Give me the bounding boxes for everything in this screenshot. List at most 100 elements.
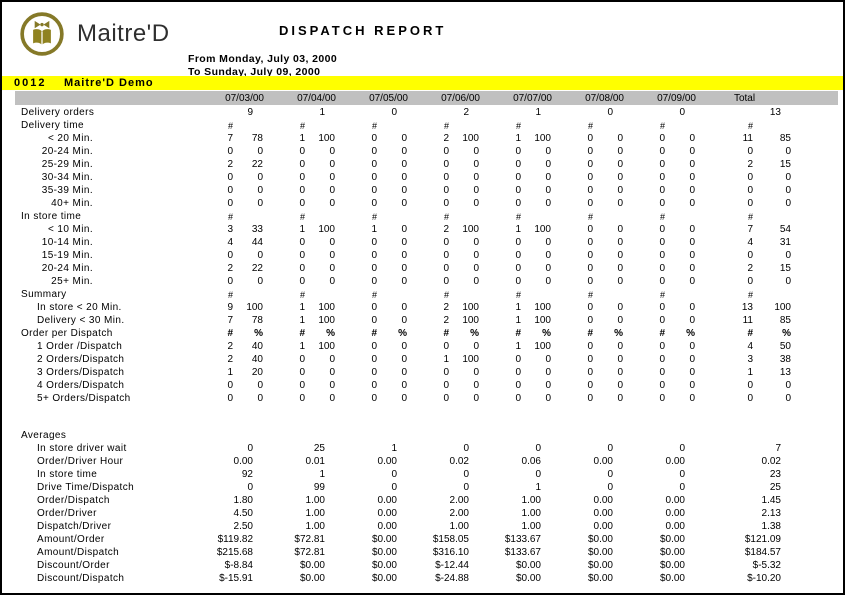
row-label-text: 20-24 Min.: [41, 146, 93, 157]
row-label: 20-24 Min.: [15, 144, 193, 157]
value-cell: 0: [463, 443, 469, 454]
percent-cell: 0: [689, 380, 695, 391]
table-row: In store < 20 Min. 9 100 1 100 0 0 2 100 1 100 0 0 0 0…: [15, 300, 838, 313]
count-cell: 0: [659, 133, 665, 144]
count-cell: 0: [227, 393, 233, 404]
percent-cell: 0: [401, 224, 407, 235]
value-cell: $-10.20: [747, 573, 781, 584]
value-cell: 0.00: [593, 456, 613, 467]
filler-cell: [793, 144, 838, 157]
value-cell: $0.00: [515, 560, 541, 571]
value-cell: $0.00: [659, 534, 685, 545]
percent-cell: 0: [785, 276, 791, 287]
percent-cell: 0: [617, 367, 623, 378]
value-cell: 2.00: [449, 495, 469, 506]
column-header-date: 07/07/00: [481, 91, 553, 105]
filler-cell: [793, 467, 838, 480]
filler-cell: [793, 196, 838, 209]
count-cell: 0: [443, 198, 449, 209]
count-cell: 7: [227, 315, 233, 326]
maitred-waiter-book-icon: [20, 12, 64, 56]
count-cell: 0: [299, 146, 305, 157]
value-cell: $0.00: [371, 560, 397, 571]
percent-cell: 0: [473, 250, 479, 261]
value-cell: 0: [679, 482, 685, 493]
count-cell: 0: [371, 393, 377, 404]
empty-cell: [193, 428, 265, 441]
value-cell: 0: [679, 443, 685, 454]
value-cell: 1: [319, 469, 325, 480]
value-cell: 2.00: [449, 508, 469, 519]
percent-cell: 0: [689, 198, 695, 209]
value-cell: $-12.44: [435, 560, 469, 571]
count-cell: 0: [747, 276, 753, 287]
filler-cell: [793, 170, 838, 183]
value-cell: $0.00: [515, 573, 541, 584]
value-cell: 0.00: [377, 495, 397, 506]
hash-symbol: #: [515, 328, 521, 339]
count-cell: 0: [587, 237, 593, 248]
table-row: In store time # # # # # # # #: [15, 209, 838, 222]
store-bar: 0012 Maitre'D Demo: [2, 76, 843, 90]
percent-cell: 100: [318, 302, 335, 313]
count-cell: 1: [515, 133, 521, 144]
percent-cell: 100: [246, 302, 263, 313]
percent-cell: 0: [401, 276, 407, 287]
empty-cell: [235, 287, 265, 300]
filler-cell: [793, 352, 838, 365]
empty-cell: [337, 428, 409, 441]
percent-cell: 100: [462, 224, 479, 235]
table-row: Amount/Dispatch $215.68 $72.81 $0.00 $316.10…: [15, 545, 838, 558]
value-cell: $0.00: [659, 560, 685, 571]
count-cell: 0: [371, 250, 377, 261]
value-cell: 2: [463, 107, 469, 118]
hash-symbol: #: [371, 290, 377, 300]
percent-cell: 0: [545, 146, 551, 157]
count-cell: 0: [515, 276, 521, 287]
percent-cell: 0: [545, 393, 551, 404]
table-row: Order/Dispatch 1.80 1.00 0.00 2.00 1.00 0.00 0.…: [15, 493, 838, 506]
count-cell: 0: [299, 354, 305, 365]
count-cell: 0: [659, 224, 665, 235]
percent-cell: 0: [689, 159, 695, 170]
count-cell: 0: [587, 146, 593, 157]
value-cell: 1: [319, 107, 325, 118]
percent-cell: 0: [689, 315, 695, 326]
table-row: < 20 Min. 7 78 1 100 0 0 2 100 1 100 0 0 0 0 11 85: [15, 131, 838, 144]
percent-cell: 0: [545, 276, 551, 287]
value-cell: 9: [247, 107, 253, 118]
percent-cell: 38: [779, 354, 791, 365]
empty-cell: [697, 428, 793, 441]
row-label: Delivery time: [21, 120, 84, 131]
percent-cell: 0: [689, 172, 695, 183]
value-cell: 1.38: [761, 521, 781, 532]
value-cell: $184.57: [744, 547, 781, 558]
percent-cell: 22: [251, 263, 263, 274]
row-label: 1 Order /Dispatch: [37, 341, 123, 352]
percent-cell: 0: [617, 146, 623, 157]
count-cell: 0: [299, 185, 305, 196]
percent-cell: 0: [689, 185, 695, 196]
value-cell: 0: [247, 443, 253, 454]
percent-cell: 0: [257, 146, 263, 157]
percent-cell: 0: [401, 315, 407, 326]
table-row: 1 Order /Dispatch 2 40 1 100 0 0 0 0 1 100 0 0 0 0 4 50: [15, 339, 838, 352]
date-to: To Sunday, July 09, 2000: [188, 66, 321, 78]
count-cell: 0: [371, 380, 377, 391]
percent-cell: 0: [545, 263, 551, 274]
table-row: 40+ Min. 0 0 0 0 0 0 0 0 0 0 0 0 0 0 0 0: [15, 196, 838, 209]
percent-cell: 44: [251, 237, 263, 248]
value-cell: 13: [769, 107, 781, 118]
percent-cell: 0: [473, 276, 479, 287]
value-cell: 0.02: [449, 456, 469, 467]
empty-cell: [523, 287, 553, 300]
count-cell: 11: [742, 315, 753, 326]
count-cell: 2: [227, 159, 233, 170]
count-cell: 0: [227, 146, 233, 157]
count-cell: 0: [515, 172, 521, 183]
empty-cell: [755, 209, 793, 222]
table-row: Delivery time # # # # # # # #: [15, 118, 838, 131]
count-cell: 1: [227, 367, 233, 378]
percent-cell: 85: [779, 133, 791, 144]
filler-cell: [793, 391, 838, 404]
